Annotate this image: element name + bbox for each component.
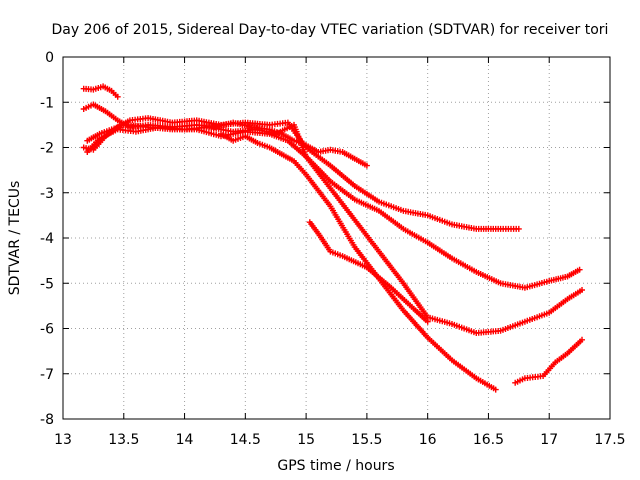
plus-marker <box>492 386 499 393</box>
x-tick-label: 13.5 <box>108 432 139 448</box>
x-tick-label: 17.5 <box>594 432 625 448</box>
plus-marker <box>576 266 583 273</box>
x-tick-label: 15 <box>297 432 315 448</box>
data-layer <box>80 83 585 393</box>
y-axis-label: SDTVAR / TECUs <box>7 181 23 296</box>
y-tick-label: -8 <box>40 412 54 428</box>
series-arc-7 <box>306 219 431 325</box>
y-tick-label: -1 <box>40 95 54 111</box>
x-tick-label: 17 <box>540 432 558 448</box>
x-tick-label: 14.5 <box>230 432 261 448</box>
y-tick-label: -6 <box>40 322 54 338</box>
y-tick-label: -2 <box>40 141 54 157</box>
series-arc-1 <box>80 83 121 100</box>
plus-marker <box>515 225 522 232</box>
x-tick-label: 16 <box>419 432 437 448</box>
x-axis-label: GPS time / hours <box>277 458 394 474</box>
grid-layer <box>63 57 610 419</box>
y-tick-label: -3 <box>40 186 54 202</box>
series-arc-6 <box>218 130 499 393</box>
series-line <box>83 117 519 230</box>
x-tick-label: 16.5 <box>473 432 504 448</box>
plus-marker <box>579 287 585 293</box>
x-tick-label: 13 <box>54 432 72 448</box>
plus-marker <box>579 336 585 343</box>
plus-marker <box>114 93 121 100</box>
x-tick-label: 14 <box>176 432 194 448</box>
plus-marker <box>363 162 370 169</box>
chart-title: Day 206 of 2015, Sidereal Day-to-day VTE… <box>52 22 609 38</box>
axis-layer: 13 13.5 14 14.5 15 15.5 16 16.5 17 17.5 0 -1 -2 -3 -4 -… <box>40 50 626 448</box>
series-arc-5 <box>84 121 585 336</box>
series-arc-8 <box>512 336 585 386</box>
y-tick-label: 0 <box>45 50 54 66</box>
y-tick-label: -4 <box>40 231 54 247</box>
y-tick-label: -5 <box>40 276 54 292</box>
series-arc-3 <box>80 115 522 232</box>
y-tick-label: -7 <box>40 367 54 383</box>
plus-marker <box>424 318 431 325</box>
x-tick-label: 15.5 <box>351 432 382 448</box>
